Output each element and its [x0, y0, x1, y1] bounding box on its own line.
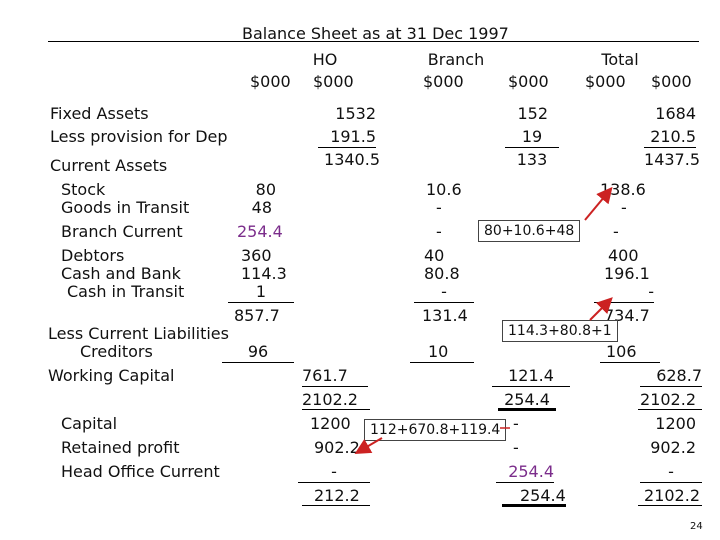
label-retained-profit: Retained profit [61, 438, 180, 457]
total-total: 2102.2 [640, 390, 696, 409]
label-fixed-assets: Fixed Assets [50, 104, 149, 123]
label-capital: Capital [61, 414, 118, 433]
profit-calc-callout: 112+670.8+119.4 [364, 419, 507, 441]
header-branch: Branch [427, 50, 485, 69]
ho-total-rule [302, 409, 370, 410]
branch-retained-profit: - [513, 438, 519, 457]
unit-branch-inner: $000 [423, 72, 464, 91]
ho-branch-current: 254.4 [237, 222, 283, 241]
ho-capital: 1200 [310, 414, 351, 433]
branch-financing-rule [502, 504, 566, 507]
total-retained-profit: 902.2 [650, 438, 696, 457]
label-less-current-liabilities: Less Current Liabilities [48, 324, 229, 343]
label-head-office-current: Head Office Current [61, 462, 220, 481]
header-total: Total [601, 50, 639, 69]
label-cash-and-bank: Cash and Bank [61, 264, 181, 283]
label-goods-in-transit: Goods in Transit [61, 198, 190, 217]
page-number: 24 [690, 521, 703, 532]
ho-total-current: 857.7 [234, 306, 280, 325]
total-fixed-assets: 1684 [655, 104, 696, 123]
unit-total-inner: $000 [585, 72, 626, 91]
label-cash-in-transit: Cash in Transit [67, 282, 185, 301]
branch-branch-current: - [436, 222, 442, 241]
total-debtors: 400 [608, 246, 639, 265]
branch-creditors: 10 [410, 342, 474, 363]
ho-total-financing: 212.2 [314, 486, 360, 505]
branch-cash-in-transit: - [414, 282, 474, 303]
ho-head-office-current: - [298, 462, 370, 483]
label-branch-current: Branch Current [61, 222, 183, 241]
unit-ho-outer: $000 [313, 72, 354, 91]
total-less-provision: 210.5 [644, 127, 696, 148]
ho-goods-in-transit: 48 [251, 198, 272, 217]
total-branch-current: - [613, 222, 619, 241]
ho-debtors: 360 [241, 246, 272, 265]
total-head-office-current: - [640, 462, 702, 483]
ho-creditors: 96 [222, 342, 294, 363]
branch-total-rule [498, 408, 556, 411]
ho-financing-rule [302, 505, 370, 506]
ho-stock: 80 [255, 180, 276, 199]
ho-working-capital: 761.7 [302, 366, 368, 387]
total-capital: 1200 [655, 414, 696, 433]
total-goods-in-transit: - [621, 198, 627, 217]
page-title: Balance Sheet as at 31 Dec 1997 [242, 24, 509, 43]
branch-working-capital: 121.4 [492, 366, 570, 387]
branch-goods-in-transit: - [436, 198, 442, 217]
label-current-assets: Current Assets [50, 156, 168, 175]
branch-debtors: 40 [424, 246, 445, 265]
total-cash-in-transit: - [594, 282, 654, 303]
total-net-fixed: 1437.5 [644, 150, 700, 169]
header-ho: HO [312, 50, 338, 69]
branch-cash-and-bank: 80.8 [424, 264, 460, 283]
total-cash-and-bank: 196.1 [604, 264, 650, 283]
ho-net-fixed: 1340.5 [324, 150, 380, 169]
branch-total: 254.4 [504, 390, 550, 409]
ho-retained-profit: 902.2 [314, 438, 360, 457]
branch-total-current: 131.4 [422, 306, 468, 325]
cash-calc-callout: 114.3+80.8+1 [502, 320, 618, 342]
ho-total: 2102.2 [302, 390, 358, 409]
branch-stock: 10.6 [426, 180, 462, 199]
label-debtors: Debtors [61, 246, 125, 265]
ho-less-provision: 191.5 [318, 127, 376, 148]
branch-fixed-assets: 152 [517, 104, 548, 123]
profit-calc-arrow [354, 437, 383, 455]
branch-net-fixed: 133 [516, 150, 548, 169]
unit-ho-inner: $000 [250, 72, 291, 91]
branch-head-office-current: 254.4 [496, 462, 554, 483]
stock-calc-callout: 80+10.6+48 [478, 220, 581, 242]
branch-capital: - [513, 414, 519, 433]
ho-cash-in-transit: 1 [228, 282, 294, 303]
branch-less-provision: 19 [505, 127, 559, 148]
ho-fixed-assets: 1532 [335, 104, 376, 123]
header-rule [48, 41, 699, 42]
unit-total-outer: $000 [651, 72, 692, 91]
label-creditors: Creditors [80, 342, 153, 361]
branch-total-financing: 254.4 [520, 486, 566, 505]
label-less-provision: Less provision for Dep [50, 127, 228, 146]
total-creditors: 106 [600, 342, 660, 363]
total-financing-rule [638, 505, 702, 506]
cash-calc-arrow [589, 297, 613, 321]
label-working-capital: Working Capital [48, 366, 175, 385]
total-working-capital: 628.7 [640, 366, 702, 387]
stock-calc-arrow [584, 186, 613, 221]
unit-branch-outer: $000 [508, 72, 549, 91]
total-total-rule [638, 409, 702, 410]
total-total-financing: 2102.2 [644, 486, 700, 505]
label-stock: Stock [61, 180, 106, 199]
ho-cash-and-bank: 114.3 [241, 264, 287, 283]
